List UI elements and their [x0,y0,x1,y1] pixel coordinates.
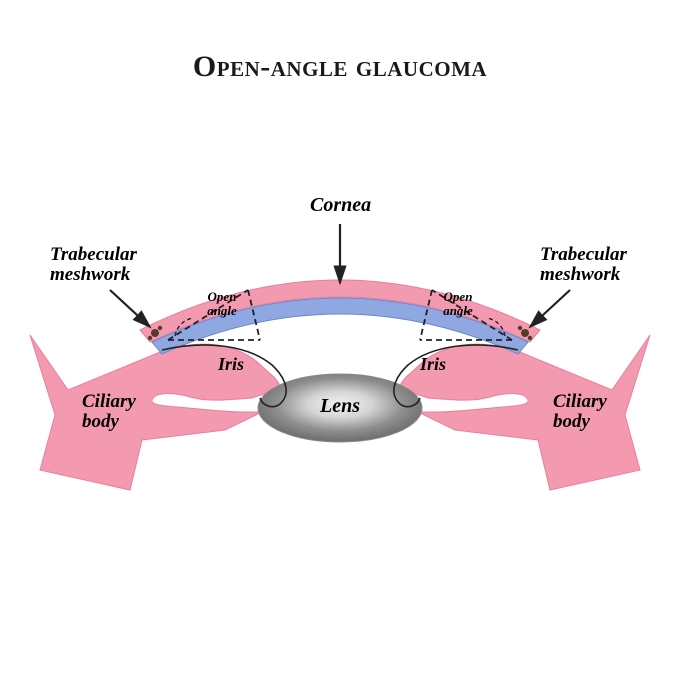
label-iris-right: Iris [420,355,446,374]
label-trabecular-right-text: Trabecularmeshwork [540,244,627,285]
label-open-angle-left-text: Openangle [207,289,237,318]
label-open-angle-right-text: Openangle [443,289,473,318]
label-open-angle-right: Openangle [436,290,480,317]
diagram-svg [0,0,680,680]
label-cornea: Cornea [310,195,370,216]
label-ciliary-left-text: Ciliarybody [82,391,136,432]
diagram-canvas: Open-angle glaucoma [0,0,680,680]
label-lens: Lens [314,396,366,417]
label-iris-left: Iris [218,355,244,374]
label-open-angle-left: Openangle [200,290,244,317]
label-ciliary-right-text: Ciliarybody [553,391,607,432]
label-trabecular-left-text: Trabecularmeshwork [50,244,137,285]
label-trabecular-right: Trabecularmeshwork [540,245,627,285]
label-ciliary-left: Ciliarybody [82,392,136,432]
label-ciliary-right: Ciliarybody [553,392,607,432]
label-trabecular-left: Trabecularmeshwork [50,245,137,285]
